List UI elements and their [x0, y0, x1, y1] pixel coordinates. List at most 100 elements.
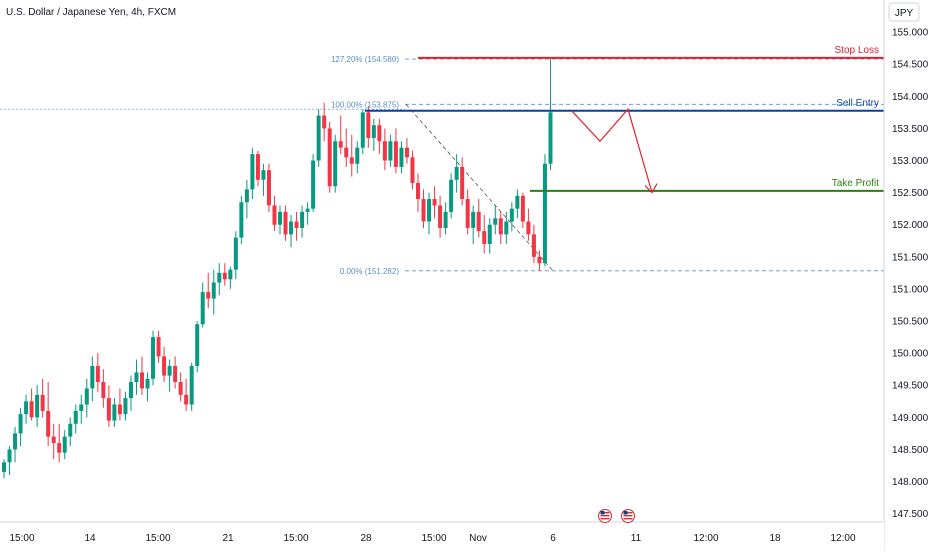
price-tick-label: 150.000	[892, 349, 929, 360]
candle	[427, 192, 432, 235]
trade-level[interactable]: Sell Entry153.775	[365, 98, 931, 119]
candle	[117, 388, 122, 421]
candle	[487, 218, 492, 254]
candle	[217, 263, 222, 296]
candle	[509, 202, 514, 232]
us-flag-icon[interactable]	[598, 509, 612, 523]
candle	[432, 186, 437, 219]
candle-body	[388, 141, 393, 161]
fibonacci-retracement[interactable]: 127.20% (154.580) 100.00% (153.875) 0.00% …	[0, 55, 884, 276]
candle-body	[498, 218, 503, 235]
candle-body	[79, 404, 84, 411]
trade-level-label: Sell Entry	[836, 98, 879, 109]
candle-body	[62, 436, 67, 453]
candle	[40, 378, 45, 418]
candle	[24, 394, 29, 424]
price-axis-background	[884, 0, 932, 550]
candle	[311, 154, 316, 212]
candle	[2, 459, 6, 479]
candle-body	[311, 160, 316, 209]
candle	[90, 356, 95, 402]
time-axis[interactable]: 15:00 14 15:00 21 15:00 28 15:00 Nov 6 11 12:00 18 1…	[0, 521, 884, 550]
candle	[482, 215, 487, 254]
candle-body	[476, 211, 481, 232]
candle	[272, 195, 277, 232]
candle-body	[178, 382, 183, 395]
candle	[349, 134, 354, 177]
candle	[493, 205, 498, 235]
candle-body	[167, 365, 172, 376]
candle-body	[377, 125, 382, 142]
trade-level[interactable]: Stop Loss154.599	[418, 45, 931, 66]
candle-body	[112, 404, 117, 421]
candle-body	[526, 221, 531, 235]
candle	[526, 208, 531, 241]
price-tick-label: 154.500	[892, 60, 929, 71]
time-tick-label: 12:00	[830, 533, 855, 544]
candle-body	[173, 365, 178, 383]
candle-body	[300, 211, 305, 228]
trade-levels[interactable]: Stop Loss154.599 Sell Entry153.775 Take Pr…	[365, 45, 931, 199]
event-markers[interactable]	[598, 509, 635, 523]
candle-body	[349, 157, 354, 164]
candle	[316, 109, 321, 167]
candle	[244, 179, 249, 219]
flag-stripe	[600, 515, 610, 517]
candle	[239, 195, 244, 244]
trade-level-label: Stop Loss	[835, 45, 879, 56]
price-tick-label: 147.500	[892, 509, 929, 520]
price-axis[interactable]: 155.000 154.500 154.000 153.500 153.000 152.5…	[883, 0, 932, 550]
candle	[366, 105, 371, 148]
candle-body	[29, 401, 34, 418]
time-tick-label: 28	[360, 533, 372, 544]
candle	[300, 205, 305, 238]
candle	[498, 211, 503, 244]
candle-body	[140, 372, 144, 389]
candle	[134, 359, 139, 395]
candle-body	[289, 221, 294, 235]
candle-body	[255, 154, 260, 180]
candle	[46, 382, 51, 447]
candle-body	[35, 394, 40, 418]
candle	[278, 205, 282, 235]
candle-body	[18, 414, 23, 434]
candle-body	[228, 269, 233, 280]
candle-body	[283, 211, 288, 235]
candle	[371, 118, 376, 151]
candle-body	[465, 199, 470, 228]
candle	[195, 321, 200, 373]
candle-body	[233, 237, 238, 270]
candle	[548, 59, 553, 171]
candle	[410, 150, 415, 190]
fib-trend-line[interactable]	[405, 104, 554, 272]
candle	[404, 138, 409, 164]
price-tick-label: 149.000	[892, 413, 929, 424]
candle-body	[145, 378, 150, 389]
candle	[57, 423, 62, 463]
candle	[382, 128, 387, 171]
candle-body	[327, 128, 332, 187]
us-flag-icon[interactable]	[621, 509, 635, 523]
candle-body	[427, 199, 432, 222]
candle-body	[123, 398, 128, 415]
candle-body	[272, 205, 277, 225]
currency-button[interactable]: JPY	[888, 2, 920, 22]
candle	[542, 154, 547, 267]
candle-body	[200, 292, 205, 325]
candle	[327, 121, 332, 193]
trade-level[interactable]: Take Profit152.528	[530, 178, 931, 199]
candle-body	[211, 282, 216, 299]
candle-body	[40, 394, 45, 411]
candle-body	[57, 443, 62, 453]
candle-body	[366, 112, 371, 139]
projection-line[interactable]	[571, 107, 653, 193]
candle	[289, 215, 294, 248]
candle-body	[24, 401, 29, 415]
projection-arrowhead	[644, 183, 658, 194]
projection-path[interactable]	[571, 107, 658, 194]
candle-body	[454, 166, 459, 180]
price-tick-label: 151.000	[892, 284, 929, 295]
candle	[322, 102, 327, 142]
